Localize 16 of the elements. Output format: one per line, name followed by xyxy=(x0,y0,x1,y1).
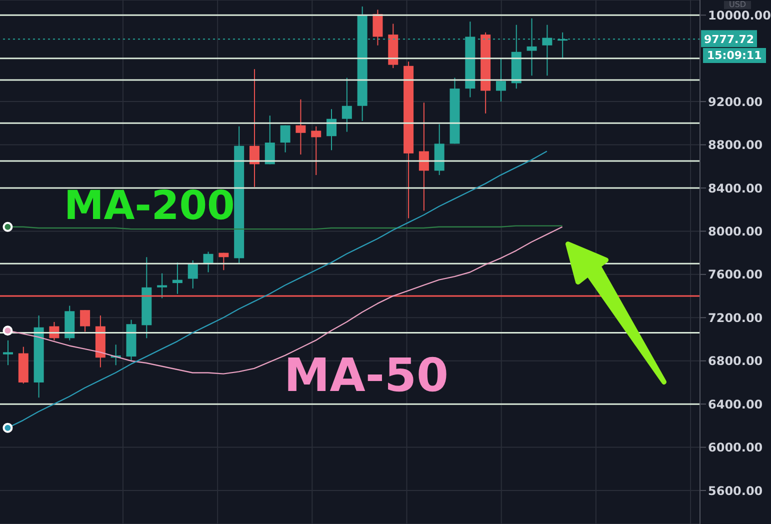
y-tick-label: 8400.00 xyxy=(708,181,763,196)
y-tick-label: 6000.00 xyxy=(708,440,763,455)
text: 15:09:11 xyxy=(703,48,766,64)
y-tick-label: 6800.00 xyxy=(708,354,763,368)
annotation: MA-50 xyxy=(284,348,448,404)
y-tick-label: 8800.00 xyxy=(708,138,763,152)
y-tick-label: 9200.00 xyxy=(708,94,763,109)
annotation: MA-200 xyxy=(64,182,235,230)
y-tick-label: 8000.00 xyxy=(708,224,763,238)
y-tick-label: 6400.00 xyxy=(708,397,763,412)
text: USD xyxy=(724,0,752,9)
y-tick-label: 10000.00 xyxy=(708,8,771,22)
ref-line-label: 9777.72 xyxy=(704,33,754,46)
y-tick-label: 7200.00 xyxy=(708,310,763,325)
y-tick-label: 5600.00 xyxy=(708,484,763,498)
y-tick-label: 7600.00 xyxy=(708,268,763,282)
